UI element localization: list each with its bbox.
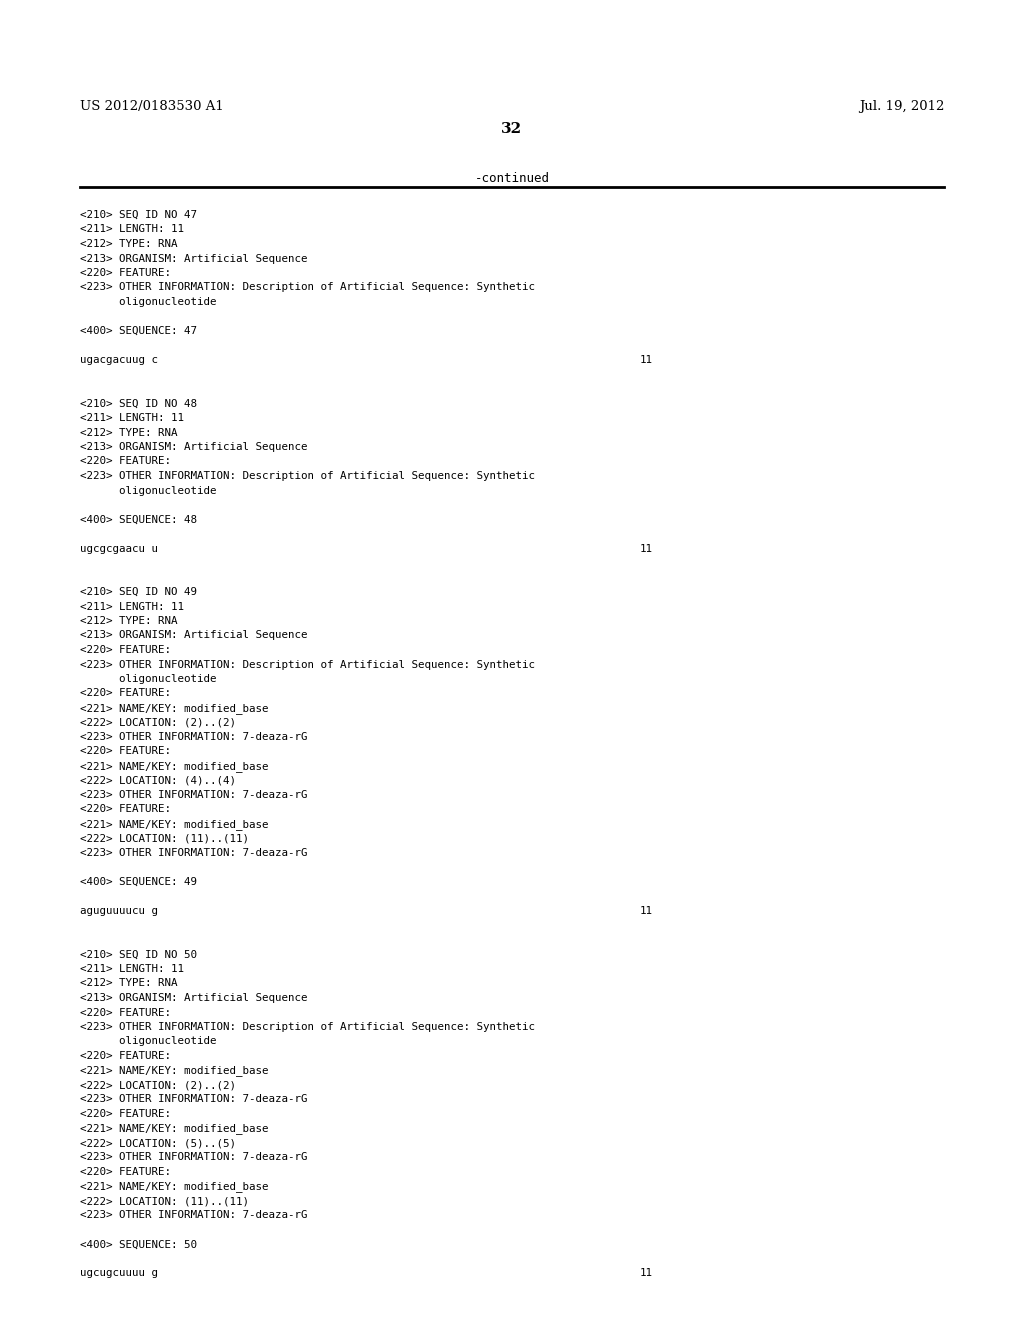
Text: oligonucleotide: oligonucleotide bbox=[80, 675, 216, 684]
Text: <211> LENGTH: 11: <211> LENGTH: 11 bbox=[80, 602, 184, 611]
Text: 11: 11 bbox=[640, 355, 653, 366]
Text: <213> ORGANISM: Artificial Sequence: <213> ORGANISM: Artificial Sequence bbox=[80, 442, 307, 451]
Text: <222> LOCATION: (5)..(5): <222> LOCATION: (5)..(5) bbox=[80, 1138, 236, 1148]
Text: Jul. 19, 2012: Jul. 19, 2012 bbox=[859, 100, 944, 114]
Text: <220> FEATURE:: <220> FEATURE: bbox=[80, 1051, 171, 1061]
Text: -continued: -continued bbox=[474, 172, 550, 185]
Text: <222> LOCATION: (11)..(11): <222> LOCATION: (11)..(11) bbox=[80, 833, 249, 843]
Text: <220> FEATURE:: <220> FEATURE: bbox=[80, 1007, 171, 1018]
Text: <220> FEATURE:: <220> FEATURE: bbox=[80, 268, 171, 279]
Text: <400> SEQUENCE: 50: <400> SEQUENCE: 50 bbox=[80, 1239, 197, 1250]
Text: <400> SEQUENCE: 48: <400> SEQUENCE: 48 bbox=[80, 515, 197, 524]
Text: aguguuuucu g: aguguuuucu g bbox=[80, 906, 158, 916]
Text: <223> OTHER INFORMATION: 7-deaza-rG: <223> OTHER INFORMATION: 7-deaza-rG bbox=[80, 1210, 307, 1221]
Text: <220> FEATURE:: <220> FEATURE: bbox=[80, 1167, 171, 1177]
Text: 32: 32 bbox=[502, 121, 522, 136]
Text: ugacgacuug c: ugacgacuug c bbox=[80, 355, 158, 366]
Text: <222> LOCATION: (2)..(2): <222> LOCATION: (2)..(2) bbox=[80, 718, 236, 727]
Text: <212> TYPE: RNA: <212> TYPE: RNA bbox=[80, 978, 177, 989]
Text: <211> LENGTH: 11: <211> LENGTH: 11 bbox=[80, 413, 184, 422]
Text: <220> FEATURE:: <220> FEATURE: bbox=[80, 645, 171, 655]
Text: <211> LENGTH: 11: <211> LENGTH: 11 bbox=[80, 224, 184, 235]
Text: <221> NAME/KEY: modified_base: <221> NAME/KEY: modified_base bbox=[80, 1065, 268, 1076]
Text: US 2012/0183530 A1: US 2012/0183530 A1 bbox=[80, 100, 224, 114]
Text: oligonucleotide: oligonucleotide bbox=[80, 1036, 216, 1047]
Text: <220> FEATURE:: <220> FEATURE: bbox=[80, 457, 171, 466]
Text: <213> ORGANISM: Artificial Sequence: <213> ORGANISM: Artificial Sequence bbox=[80, 631, 307, 640]
Text: <223> OTHER INFORMATION: 7-deaza-rG: <223> OTHER INFORMATION: 7-deaza-rG bbox=[80, 1094, 307, 1105]
Text: <220> FEATURE:: <220> FEATURE: bbox=[80, 689, 171, 698]
Text: <210> SEQ ID NO 48: <210> SEQ ID NO 48 bbox=[80, 399, 197, 408]
Text: 11: 11 bbox=[640, 1269, 653, 1279]
Text: <212> TYPE: RNA: <212> TYPE: RNA bbox=[80, 616, 177, 626]
Text: <223> OTHER INFORMATION: Description of Artificial Sequence: Synthetic: <223> OTHER INFORMATION: Description of … bbox=[80, 282, 535, 293]
Text: <220> FEATURE:: <220> FEATURE: bbox=[80, 1109, 171, 1119]
Text: 11: 11 bbox=[640, 906, 653, 916]
Text: <221> NAME/KEY: modified_base: <221> NAME/KEY: modified_base bbox=[80, 818, 268, 830]
Text: <222> LOCATION: (11)..(11): <222> LOCATION: (11)..(11) bbox=[80, 1196, 249, 1206]
Text: oligonucleotide: oligonucleotide bbox=[80, 486, 216, 495]
Text: ugcgcgaacu u: ugcgcgaacu u bbox=[80, 544, 158, 553]
Text: <223> OTHER INFORMATION: 7-deaza-rG: <223> OTHER INFORMATION: 7-deaza-rG bbox=[80, 1152, 307, 1163]
Text: <213> ORGANISM: Artificial Sequence: <213> ORGANISM: Artificial Sequence bbox=[80, 993, 307, 1003]
Text: <220> FEATURE:: <220> FEATURE: bbox=[80, 804, 171, 814]
Text: <221> NAME/KEY: modified_base: <221> NAME/KEY: modified_base bbox=[80, 762, 268, 772]
Text: <221> NAME/KEY: modified_base: <221> NAME/KEY: modified_base bbox=[80, 704, 268, 714]
Text: 11: 11 bbox=[640, 544, 653, 553]
Text: <220> FEATURE:: <220> FEATURE: bbox=[80, 747, 171, 756]
Text: <212> TYPE: RNA: <212> TYPE: RNA bbox=[80, 428, 177, 437]
Text: <221> NAME/KEY: modified_base: <221> NAME/KEY: modified_base bbox=[80, 1123, 268, 1134]
Text: <400> SEQUENCE: 47: <400> SEQUENCE: 47 bbox=[80, 326, 197, 337]
Text: <211> LENGTH: 11: <211> LENGTH: 11 bbox=[80, 964, 184, 974]
Text: <222> LOCATION: (4)..(4): <222> LOCATION: (4)..(4) bbox=[80, 776, 236, 785]
Text: <223> OTHER INFORMATION: Description of Artificial Sequence: Synthetic: <223> OTHER INFORMATION: Description of … bbox=[80, 1022, 535, 1032]
Text: <223> OTHER INFORMATION: 7-deaza-rG: <223> OTHER INFORMATION: 7-deaza-rG bbox=[80, 789, 307, 800]
Text: <223> OTHER INFORMATION: 7-deaza-rG: <223> OTHER INFORMATION: 7-deaza-rG bbox=[80, 733, 307, 742]
Text: <213> ORGANISM: Artificial Sequence: <213> ORGANISM: Artificial Sequence bbox=[80, 253, 307, 264]
Text: <210> SEQ ID NO 47: <210> SEQ ID NO 47 bbox=[80, 210, 197, 220]
Text: <221> NAME/KEY: modified_base: <221> NAME/KEY: modified_base bbox=[80, 1181, 268, 1192]
Text: <210> SEQ ID NO 49: <210> SEQ ID NO 49 bbox=[80, 587, 197, 597]
Text: <400> SEQUENCE: 49: <400> SEQUENCE: 49 bbox=[80, 876, 197, 887]
Text: <212> TYPE: RNA: <212> TYPE: RNA bbox=[80, 239, 177, 249]
Text: <223> OTHER INFORMATION: Description of Artificial Sequence: Synthetic: <223> OTHER INFORMATION: Description of … bbox=[80, 471, 535, 480]
Text: <222> LOCATION: (2)..(2): <222> LOCATION: (2)..(2) bbox=[80, 1080, 236, 1090]
Text: <223> OTHER INFORMATION: 7-deaza-rG: <223> OTHER INFORMATION: 7-deaza-rG bbox=[80, 847, 307, 858]
Text: <210> SEQ ID NO 50: <210> SEQ ID NO 50 bbox=[80, 949, 197, 960]
Text: oligonucleotide: oligonucleotide bbox=[80, 297, 216, 308]
Text: <223> OTHER INFORMATION: Description of Artificial Sequence: Synthetic: <223> OTHER INFORMATION: Description of … bbox=[80, 660, 535, 669]
Text: ugcugcuuuu g: ugcugcuuuu g bbox=[80, 1269, 158, 1279]
